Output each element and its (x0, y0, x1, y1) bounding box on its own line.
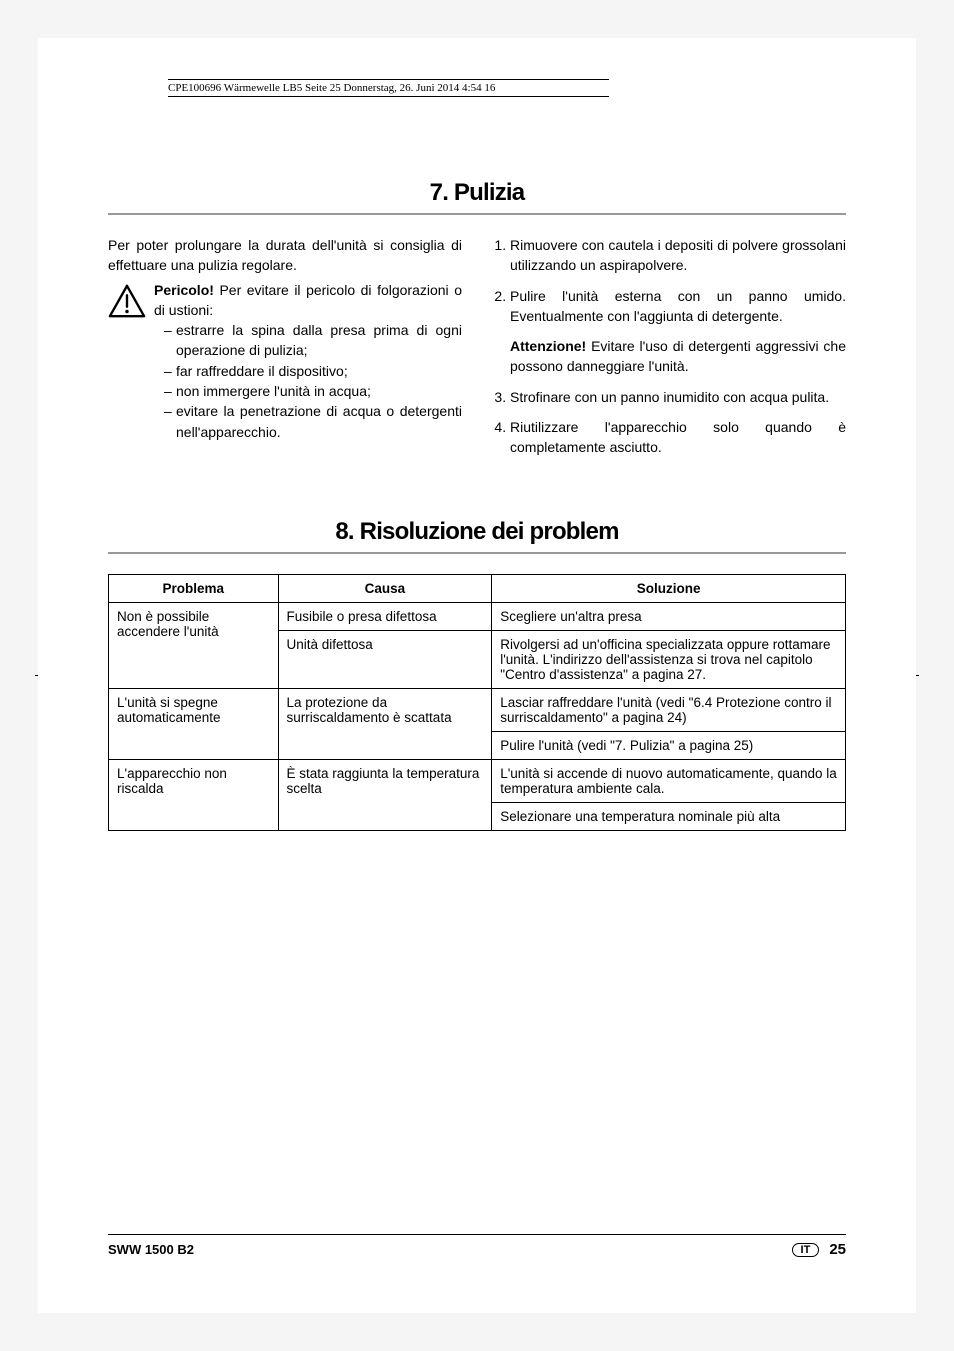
table-header-row: Problema Causa Soluzione (109, 574, 846, 602)
table-body: Non è possibile accendere l'unitàFusibil… (109, 602, 846, 830)
bullet-item: non immergere l'unità in acqua; (164, 381, 462, 401)
column-right: Rimuovere con cautela i depositi di polv… (492, 235, 846, 468)
footer-right: IT 25 (792, 1241, 846, 1258)
warning-triangle-icon (108, 282, 146, 325)
section-separator (108, 552, 846, 554)
cell-soluzione: Pulire l'unità (vedi "7. Pulizia" a pagi… (492, 731, 846, 759)
table-row: Non è possibile accendere l'unitàFusibil… (109, 602, 846, 630)
bullet-item: evitare la penetrazione di acqua o deter… (164, 401, 462, 442)
section-title-7: 7. Pulizia (108, 179, 846, 207)
step-item: Rimuovere con cautela i depositi di polv… (510, 235, 846, 276)
table-row: L'unità si spegne automaticamenteLa prot… (109, 688, 846, 731)
page-footer: SWW 1500 B2 IT 25 (108, 1234, 846, 1258)
page: CPE100696 Wärmewelle LB5 Seite 25 Donner… (38, 38, 916, 1313)
cell-soluzione: Lasciar raffreddare l'unità (vedi "6.4 P… (492, 688, 846, 731)
table-row: L'apparecchio non riscaldaÈ stata raggiu… (109, 759, 846, 802)
cell-causa: La protezione da surriscaldamento è scat… (278, 688, 492, 759)
language-badge: IT (792, 1243, 820, 1257)
bullet-item: far raffreddare il dispositivo; (164, 361, 462, 381)
footer-model: SWW 1500 B2 (108, 1242, 194, 1257)
section-title-8: 8. Risoluzione dei problem (108, 518, 846, 546)
section-separator (108, 213, 846, 215)
section-7-body: Per poter prolungare la durata dell'unit… (108, 235, 846, 468)
intro-text: Per poter prolungare la durata dell'unit… (108, 235, 462, 276)
th-soluzione: Soluzione (492, 574, 846, 602)
steps-1-2: Rimuovere con cautela i depositi di polv… (492, 235, 846, 326)
step-item: Strofinare con un panno inumidito con ac… (510, 387, 846, 407)
header-line: CPE100696 Wärmewelle LB5 Seite 25 Donner… (168, 78, 846, 177)
step-item: Riutilizzare l'apparecchio solo quando è… (510, 417, 846, 458)
column-left: Per poter prolungare la durata dell'unit… (108, 235, 462, 468)
attention-label: Attenzione! (510, 338, 586, 354)
danger-bullets: estrarre la spina dalla presa prima di o… (154, 320, 462, 442)
cell-soluzione: Scegliere un'altra presa (492, 602, 846, 630)
cell-soluzione: Selezionare una temperatura nominale più… (492, 802, 846, 830)
attention-line: Attenzione! Evitare l'uso di detergenti … (510, 336, 846, 377)
step-item: Pulire l'unità esterna con un panno umid… (510, 286, 846, 327)
cell-problema: L'unità si spegne automaticamente (109, 688, 279, 759)
danger-label: Pericolo! (154, 282, 214, 298)
danger-text: Pericolo! Per evitare il pericolo di fol… (154, 280, 462, 442)
bullet-item: estrarre la spina dalla presa prima di o… (164, 320, 462, 361)
header-meta-text: CPE100696 Wärmewelle LB5 Seite 25 Donner… (168, 79, 609, 97)
danger-block: Pericolo! Per evitare il pericolo di fol… (108, 280, 462, 442)
cell-problema: L'apparecchio non riscalda (109, 759, 279, 830)
danger-line: Pericolo! Per evitare il pericolo di fol… (154, 280, 462, 321)
cell-causa: Unità difettosa (278, 630, 492, 688)
cell-soluzione: L'unità si accende di nuovo automaticame… (492, 759, 846, 802)
cell-causa: Fusibile o presa difettosa (278, 602, 492, 630)
th-problema: Problema (109, 574, 279, 602)
troubleshooting-table: Problema Causa Soluzione Non è possibile… (108, 574, 846, 831)
cell-soluzione: Rivolgersi ad un'officina specializzata … (492, 630, 846, 688)
th-causa: Causa (278, 574, 492, 602)
cell-causa: È stata raggiunta la temperatura scelta (278, 759, 492, 830)
page-number: 25 (829, 1241, 846, 1258)
steps-3-4: Strofinare con un panno inumidito con ac… (492, 387, 846, 458)
cell-problema: Non è possibile accendere l'unità (109, 602, 279, 688)
